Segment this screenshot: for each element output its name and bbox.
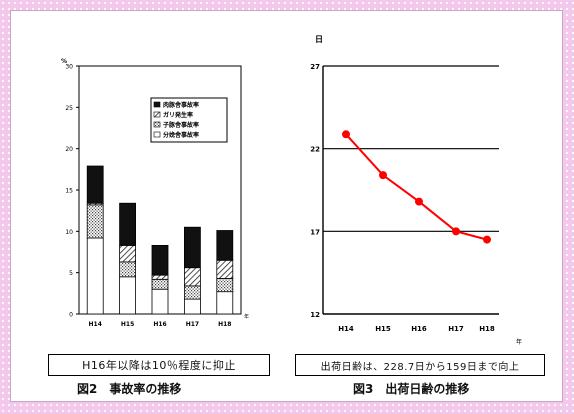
y-tick-label-right-270: 27 <box>310 63 320 71</box>
y-unit-label: % <box>61 58 67 65</box>
data-point-H14 <box>342 130 350 139</box>
legend-swatch-2 <box>153 121 161 128</box>
caption-right-text: 出荷日齢は、228.7日から159日まで向上 <box>320 361 520 373</box>
legend-swatch-3 <box>153 131 161 138</box>
shipping-age-chart: 12 17 22 27 日年 H14 H15 H16 H17 H18 <box>310 35 522 346</box>
bar-H17-series-3 <box>183 226 201 269</box>
y-tick-label-5: 5 <box>69 270 73 277</box>
x-tick-label-right-H16: H16 <box>411 325 427 333</box>
y-tick-label-right-170: 17 <box>310 228 320 236</box>
y-tick-label-25: 25 <box>65 105 73 112</box>
bar-H18-series-3 <box>216 230 234 261</box>
data-point-H18 <box>483 235 491 244</box>
x-tick-label-H15: H15 <box>121 321 134 328</box>
x-tick-label-H16: H16 <box>153 321 166 328</box>
legend-frame <box>150 97 228 143</box>
x-tick-label-right-H15: H15 <box>375 325 391 333</box>
x-unit-label-right: 年 <box>516 338 522 346</box>
x-tick-label-H17: H17 <box>186 321 199 328</box>
series-line <box>345 133 488 241</box>
y-tick-label-right-120: 12 <box>310 311 320 319</box>
legend-swatch-1 <box>153 111 161 118</box>
data-point-H17 <box>452 227 460 236</box>
y-tick-label-20: 20 <box>65 146 73 153</box>
y-tick-label-30: 30 <box>65 64 73 71</box>
caption-box-left: H16年以降は10％程度に抑止 <box>48 354 270 376</box>
legend-entry-2: 子豚舎事故率 <box>163 121 199 129</box>
x-tick-label-H18: H18 <box>218 321 231 328</box>
y-tick-label-15: 15 <box>65 188 73 195</box>
legend-swatch-0 <box>153 101 161 108</box>
figure-number-left: 図2 <box>77 382 98 396</box>
figure-label-right: 図3 出荷日齢の推移 <box>353 380 469 397</box>
figure-title-left: 事故率の推移 <box>109 382 182 396</box>
figure-card: 0 5 10 15 20 25 30% 年 H14 H15 H16 H17 H18 肉豚舎事故率 ガリ発生率… <box>10 10 563 402</box>
accident-rate-chart: 0 5 10 15 20 25 30% 年 H14 H15 H16 H17 H18 肉豚舎事故率ガリ発生率… <box>61 58 249 328</box>
y-tick-label-0: 0 <box>69 312 73 319</box>
y-tick-label-right-220: 22 <box>310 146 320 154</box>
caption-box-right: 出荷日齢は、228.7日から159日まで向上 <box>295 354 545 376</box>
y-unit-label-right: 日 <box>315 35 323 44</box>
x-tick-label-right-H14: H14 <box>338 325 354 333</box>
data-point-H15 <box>379 171 387 180</box>
x-tick-label-right-H18: H18 <box>479 325 495 333</box>
bar-H16-series-3 <box>151 244 169 276</box>
legend-entry-1: ガリ発生率 <box>163 111 193 119</box>
caption-left-text: H16年以降は10％程度に抑止 <box>82 359 236 372</box>
x-tick-label-H14: H14 <box>89 321 102 328</box>
bar-H15-series-3 <box>119 202 136 246</box>
y-tick-label-10: 10 <box>65 229 73 236</box>
bar-H14-series-3 <box>86 165 104 204</box>
legend-entry-3: 分娩舎事故率 <box>163 131 199 139</box>
data-point-H16 <box>415 197 423 206</box>
figure-number-right: 図3 <box>353 382 374 396</box>
figure-title-right: 出荷日齢の推移 <box>385 382 470 396</box>
x-tick-label-right-H17: H17 <box>448 325 464 333</box>
x-unit-label: 年 <box>244 313 249 320</box>
figure-label-left: 図2 事故率の推移 <box>77 380 181 397</box>
legend-entry-0: 肉豚舎事故率 <box>163 101 199 109</box>
